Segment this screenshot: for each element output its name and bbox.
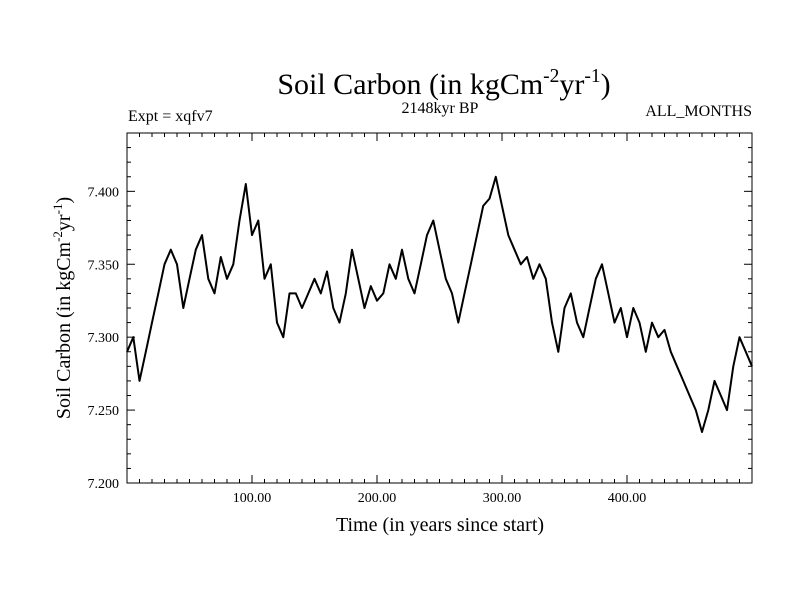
y-axis: 7.200 7.250 7.300 7.350 7.400 xyxy=(88,147,752,492)
x-tick-label: 300.00 xyxy=(483,491,522,506)
y-tick-label: 7.400 xyxy=(88,185,120,200)
y-axis-label: Soil Carbon (in kgCm-2yr-1) xyxy=(50,197,75,419)
period-label: 2148kyr BP xyxy=(402,100,479,117)
y-tick-label: 7.350 xyxy=(88,258,120,273)
y-tick-label: 7.200 xyxy=(88,477,120,492)
x-axis-label: Time (in years since start) xyxy=(336,514,544,536)
plot-frame xyxy=(126,132,753,484)
series-line-soil-carbon xyxy=(126,175,753,433)
x-tick-label: 100.00 xyxy=(233,491,272,506)
months-label: ALL_MONTHS xyxy=(645,103,752,120)
chart-title: Soil Carbon (in kgCm-2yr-1) xyxy=(277,66,610,101)
x-axis: 100.00 200.00 300.00 400.00 xyxy=(139,133,740,506)
y-tick-label: 7.250 xyxy=(88,404,120,419)
experiment-label: Expt = xqfv7 xyxy=(128,108,213,125)
x-tick-label: 200.00 xyxy=(358,491,397,506)
x-tick-label: 400.00 xyxy=(608,491,647,506)
y-tick-label: 7.300 xyxy=(88,331,120,346)
